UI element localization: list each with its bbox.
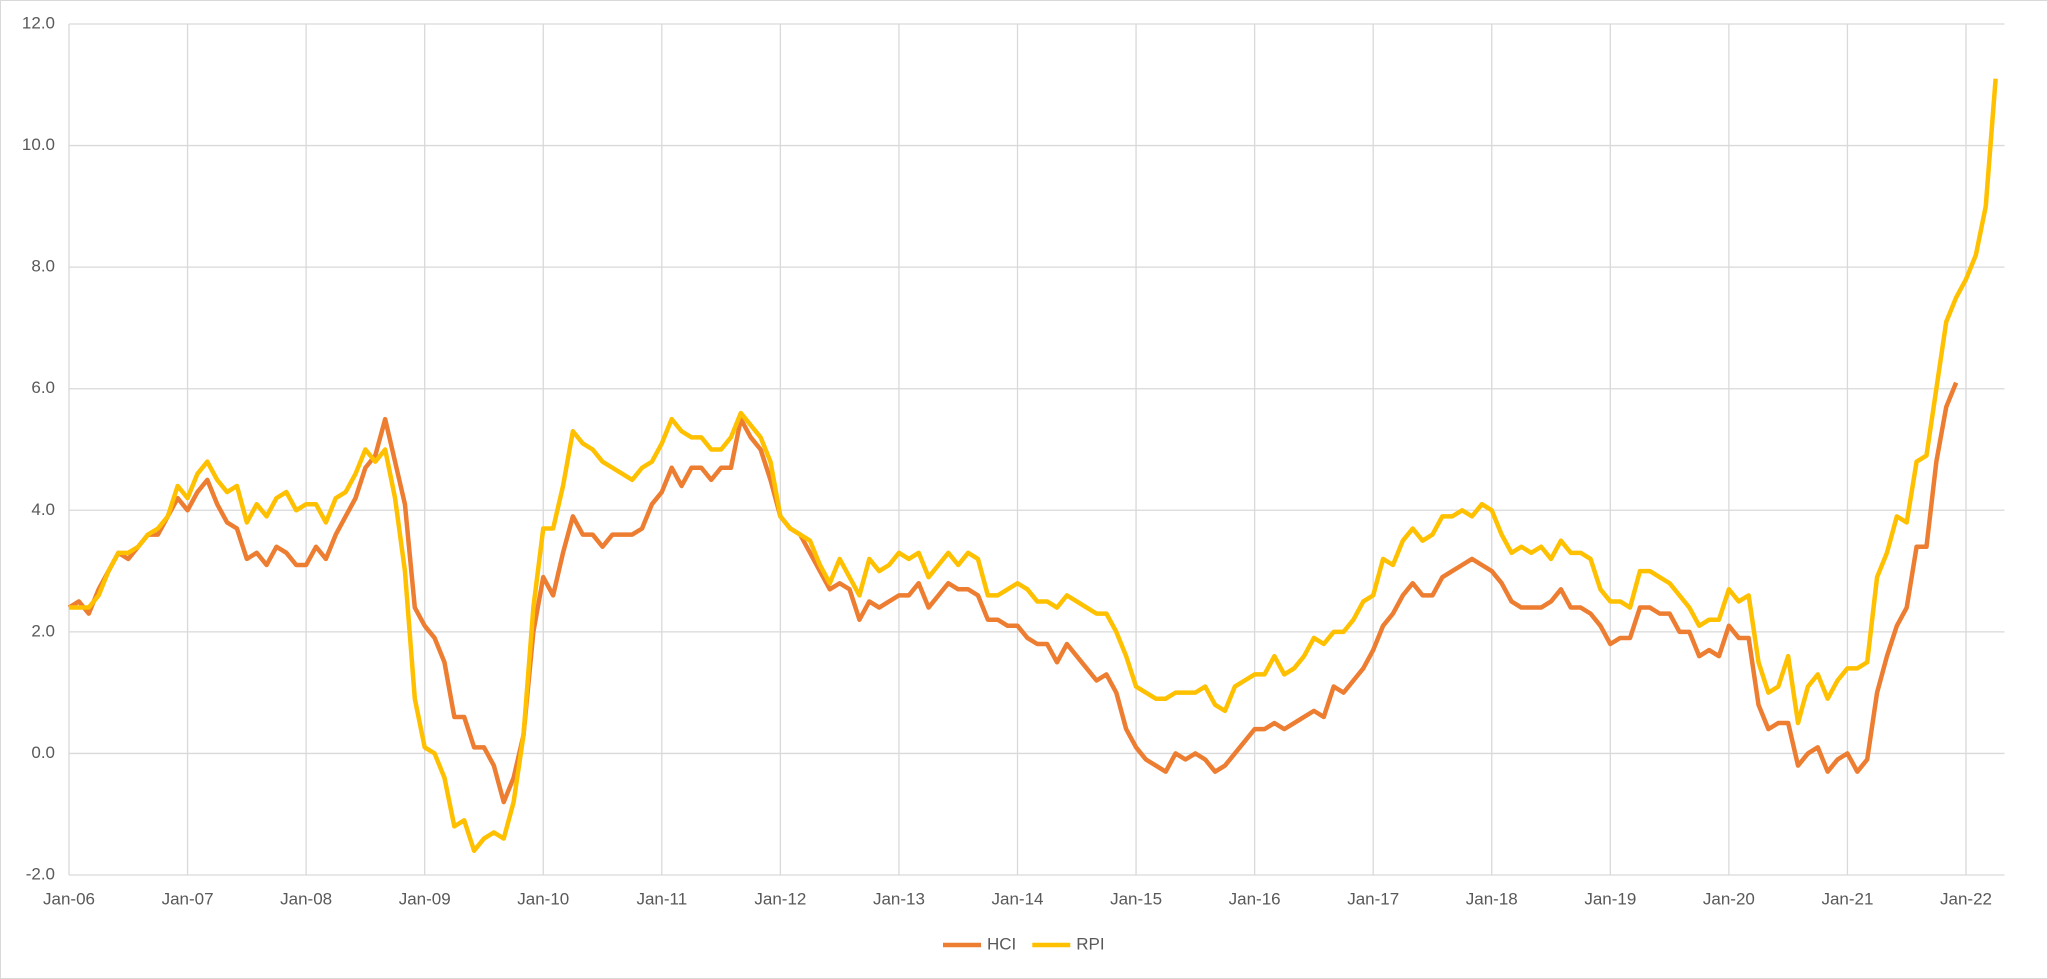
y-tick-label: 2.0: [31, 621, 55, 640]
x-tick-label: Jan-20: [1703, 889, 1755, 908]
x-tick-label: Jan-09: [399, 889, 451, 908]
x-tick-label: Jan-17: [1347, 889, 1399, 908]
x-tick-label: Jan-19: [1584, 889, 1636, 908]
y-tick-label: 12.0: [22, 13, 55, 32]
x-tick-label: Jan-08: [280, 889, 332, 908]
y-tick-label: -2.0: [26, 864, 55, 883]
y-tick-label: 4.0: [31, 500, 55, 519]
x-tick-label: Jan-18: [1466, 889, 1518, 908]
x-tick-label: Jan-12: [754, 889, 806, 908]
series-line: [67, 381, 1959, 805]
x-tick-label: Jan-14: [992, 889, 1044, 908]
x-tick-label: Jan-15: [1110, 889, 1162, 908]
x-tick-label: Jan-16: [1229, 889, 1281, 908]
x-tick-label: Jan-21: [1821, 889, 1873, 908]
legend-label: HCI: [987, 934, 1016, 953]
x-tick-label: Jan-06: [43, 889, 95, 908]
y-tick-label: 10.0: [22, 135, 55, 154]
x-tick-label: Jan-10: [517, 889, 569, 908]
y-tick-label: 0.0: [31, 743, 55, 762]
y-tick-label: 6.0: [31, 378, 55, 397]
x-tick-label: Jan-22: [1940, 889, 1992, 908]
legend-label: RPI: [1076, 934, 1104, 953]
x-tick-label: Jan-11: [636, 889, 687, 908]
x-tick-label: Jan-07: [162, 889, 214, 908]
y-tick-label: 8.0: [31, 257, 55, 276]
x-tick-label: Jan-13: [873, 889, 925, 908]
series-line: [69, 78, 1998, 853]
